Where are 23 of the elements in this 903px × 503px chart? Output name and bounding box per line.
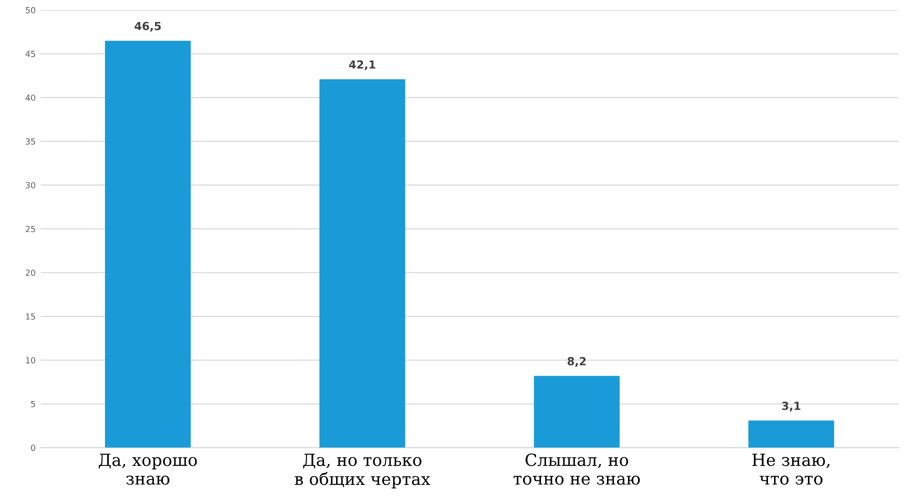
bar	[534, 376, 620, 448]
y-tick-label: 30	[26, 182, 36, 188]
bar	[319, 79, 406, 448]
y-tick-label: 5	[31, 401, 36, 408]
y-tick-label: 40	[26, 94, 36, 101]
y-tick-label: 10	[26, 357, 36, 364]
bar	[748, 420, 834, 448]
y-tick-label: 45	[26, 50, 36, 58]
bar	[104, 40, 191, 448]
x-tick-label: Да, хорошо знаю	[98, 454, 197, 485]
x-tick-label: Слышал, но точно не знаю	[514, 454, 640, 485]
y-tick-label: 20	[26, 270, 36, 276]
y-tick-label: 50	[26, 7, 36, 14]
x-tick-label: Не знаю, что это	[752, 454, 830, 485]
data-label: 46,5	[134, 22, 161, 32]
y-tick-label: 0	[31, 444, 36, 451]
y-tick-label: 35	[26, 138, 36, 145]
data-label: 8,2	[568, 357, 586, 367]
data-label: 3,1	[782, 402, 800, 412]
y-tick-label: 25	[26, 226, 36, 232]
y-tick-label: 15	[26, 313, 36, 320]
data-label: 42,1	[349, 60, 376, 70]
x-tick-label: Да, но только в общих чертах	[294, 454, 430, 488]
